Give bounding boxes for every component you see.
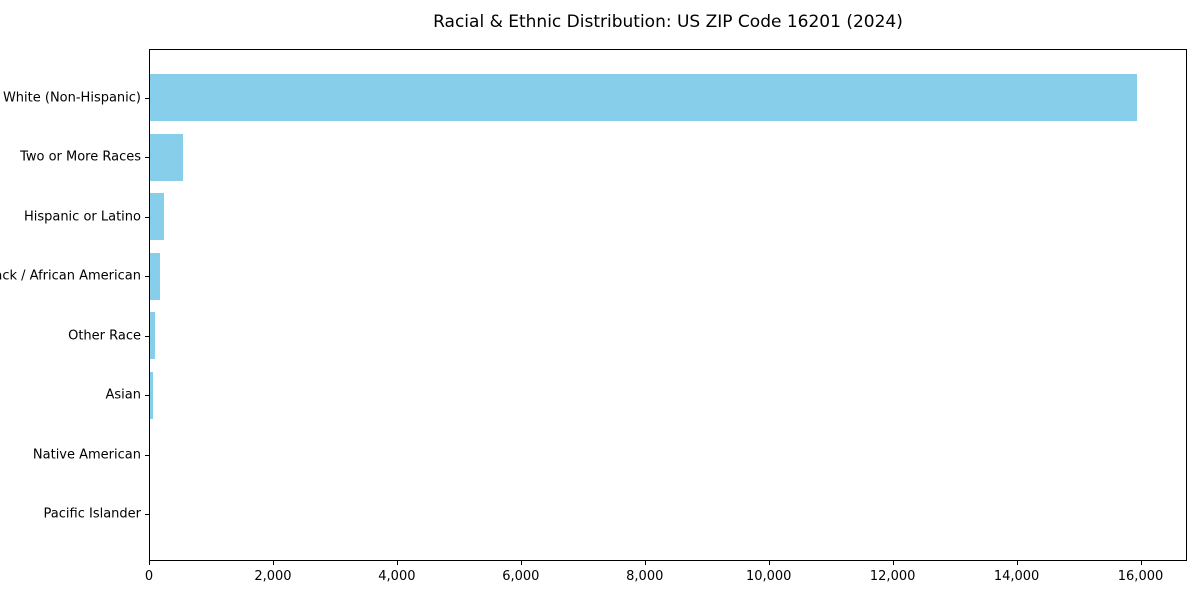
x-axis-tick xyxy=(149,561,150,565)
x-axis-tick xyxy=(892,561,894,565)
category-bar xyxy=(150,252,161,300)
category-bar xyxy=(150,133,183,181)
bar-row: Hispanic or Latino xyxy=(24,187,1186,247)
x-axis-tick-label: 14,000 xyxy=(993,569,1040,584)
y-axis-tick xyxy=(145,514,150,516)
x-axis-tick-label: 10,000 xyxy=(745,569,792,584)
plot-area: White (Non-Hispanic) Two or More Races H… xyxy=(0,49,1187,561)
y-axis-tick xyxy=(145,454,150,456)
bar-row: Native American xyxy=(33,425,1186,485)
x-axis-tick xyxy=(1140,561,1142,565)
x-axis-tick-label: 6,000 xyxy=(502,569,540,584)
y-axis-label: Black / African American xyxy=(0,268,141,284)
x-axis-tick xyxy=(396,561,398,565)
x-axis-tick xyxy=(272,561,274,565)
x-axis-tick-label: 4,000 xyxy=(378,569,416,584)
x-axis-tick-label: 8,000 xyxy=(626,569,664,584)
bar-row: White (Non-Hispanic) xyxy=(3,68,1186,128)
bar-row: Two or More Races xyxy=(20,128,1186,188)
y-axis-tick xyxy=(145,335,150,337)
x-axis-tick xyxy=(768,561,770,565)
chart-title: Racial & Ethnic Distribution: US ZIP Cod… xyxy=(433,12,903,32)
y-axis-label: Other Race xyxy=(68,328,141,344)
bar-rows-container: White (Non-Hispanic) Two or More Races H… xyxy=(0,50,1186,560)
y-axis-tick xyxy=(145,395,150,397)
x-axis-tick xyxy=(1016,561,1018,565)
y-axis-tick xyxy=(145,157,150,159)
category-bar xyxy=(150,312,156,360)
y-axis-label: Hispanic or Latino xyxy=(23,209,141,225)
y-axis-tick xyxy=(145,276,150,278)
bar-row: Pacific Islander xyxy=(44,485,1186,545)
y-axis-tick xyxy=(145,97,150,99)
y-axis-label: Two or More Races xyxy=(20,149,141,165)
x-axis: 0 2,000 4,000 6,000 8,000 10,000 12,000 14,000 1… xyxy=(145,561,1187,595)
category-bar xyxy=(150,371,153,419)
x-axis-tick-label: 0 xyxy=(144,569,154,584)
y-axis-label: Asian xyxy=(105,387,141,403)
y-axis-label: White (Non-Hispanic) xyxy=(2,90,141,106)
category-bar xyxy=(150,193,164,241)
y-axis-label: Native American xyxy=(32,447,141,463)
x-axis-tick xyxy=(644,561,646,565)
x-axis-tick-label: 16,000 xyxy=(1117,569,1164,584)
bar-row: Black / African American xyxy=(0,247,1186,307)
x-axis-tick-label: 12,000 xyxy=(869,569,916,584)
category-bar xyxy=(150,74,1137,122)
x-axis-tick-label: 2,000 xyxy=(254,569,292,584)
y-axis-tick xyxy=(145,216,150,218)
x-axis-tick xyxy=(520,561,522,565)
y-axis-label: Pacific Islander xyxy=(43,506,141,522)
bar-row: Asian xyxy=(106,366,1186,426)
bar-row: Other Race xyxy=(68,306,1186,366)
